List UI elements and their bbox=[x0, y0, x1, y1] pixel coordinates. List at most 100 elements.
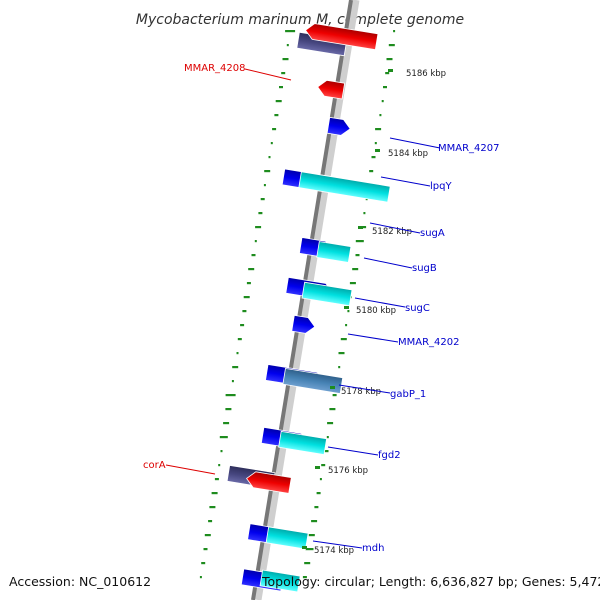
gene-label-mmar-4207[interactable]: MMAR_4207 bbox=[438, 143, 500, 154]
gc-tick bbox=[326, 436, 329, 439]
gc-tick bbox=[327, 422, 334, 425]
gc-tick bbox=[379, 114, 382, 117]
gc-tick bbox=[243, 296, 250, 299]
gc-tick bbox=[263, 184, 266, 187]
label-leader bbox=[389, 137, 441, 149]
gc-tick bbox=[282, 58, 289, 61]
ruler-label: 5184 kbp bbox=[388, 149, 428, 159]
cds-arrow[interactable] bbox=[316, 241, 352, 263]
gene-label-mmar-4202[interactable]: MMAR_4202 bbox=[398, 337, 460, 348]
gc-tick bbox=[218, 464, 221, 467]
ruler-label: 5186 kbp bbox=[406, 69, 446, 79]
gene-label-gabp-1[interactable]: gabP_1 bbox=[390, 389, 426, 400]
gc-tick bbox=[286, 44, 289, 47]
gene-label-suga[interactable]: sugA bbox=[420, 228, 445, 239]
gc-tick bbox=[240, 324, 245, 327]
ruler-tick bbox=[358, 226, 363, 229]
gc-skew-track bbox=[199, 30, 296, 579]
gc-tick bbox=[203, 548, 208, 551]
gc-tick bbox=[375, 128, 382, 131]
gc-tick bbox=[232, 366, 239, 369]
gene-label-mdh[interactable]: mdh bbox=[362, 543, 384, 554]
gc-tick bbox=[246, 282, 251, 285]
cds-arrow[interactable] bbox=[245, 471, 292, 494]
gc-tick bbox=[272, 128, 277, 131]
gc-tick bbox=[322, 450, 329, 453]
cds-arrow[interactable] bbox=[259, 569, 301, 593]
gene-label-cora[interactable]: corA bbox=[143, 460, 166, 471]
cds-arrow[interactable] bbox=[326, 116, 351, 136]
gc-tick bbox=[386, 58, 393, 61]
backbone-shadow bbox=[254, 0, 360, 600]
label-leader bbox=[312, 540, 363, 549]
gc-tick bbox=[251, 254, 256, 257]
label-leader bbox=[363, 257, 413, 269]
gc-tick bbox=[355, 254, 360, 257]
gc-tick bbox=[369, 170, 374, 173]
cds-arrow[interactable] bbox=[291, 314, 316, 334]
gc-tick bbox=[363, 212, 366, 215]
gc-tick bbox=[225, 408, 232, 411]
gc-tick bbox=[201, 562, 206, 565]
gc-tick bbox=[314, 506, 319, 509]
ruler-label: 5180 kbp bbox=[356, 306, 396, 316]
ruler-label: 5182 kbp bbox=[372, 227, 412, 237]
gc-tick bbox=[258, 212, 263, 215]
ruler-tick bbox=[344, 306, 349, 309]
gc-tick bbox=[279, 86, 283, 89]
label-leader bbox=[369, 222, 421, 234]
gc-tick bbox=[199, 576, 202, 579]
gc-tick bbox=[214, 478, 219, 481]
ruler-tick bbox=[375, 149, 380, 152]
gc-tick bbox=[304, 562, 311, 565]
gene-label-sugc[interactable]: sugC bbox=[405, 303, 430, 314]
cds-arrow[interactable] bbox=[298, 171, 391, 203]
gc-tick bbox=[204, 534, 211, 537]
cds-arrow[interactable] bbox=[278, 430, 328, 456]
cds-arrow[interactable] bbox=[301, 281, 353, 307]
cds-arrow[interactable] bbox=[282, 367, 344, 395]
map-title: Mycobacterium marinum M, complete genome bbox=[136, 12, 464, 28]
gene-labels: MMAR_4208 MMAR_4207 lpqY sugA sugB sugC … bbox=[143, 63, 500, 554]
backbone bbox=[251, 0, 360, 600]
gc-tick bbox=[355, 240, 364, 243]
gc-tick bbox=[305, 548, 314, 551]
label-leader bbox=[327, 446, 379, 456]
gc-tick bbox=[371, 156, 376, 159]
gene-label-sugb[interactable]: sugB bbox=[412, 263, 437, 274]
gene-label-fgd2[interactable]: fgd2 bbox=[378, 450, 401, 461]
gc-tick bbox=[329, 408, 336, 411]
gc-tick bbox=[349, 282, 356, 285]
ruler-tick bbox=[388, 69, 393, 72]
gc-tick bbox=[319, 478, 322, 481]
cds-arrow[interactable] bbox=[304, 22, 379, 51]
gc-tick bbox=[281, 72, 286, 75]
gc-tick bbox=[270, 142, 273, 145]
gene-label-mmar-4208[interactable]: MMAR_4208 bbox=[184, 63, 246, 74]
gc-tick bbox=[316, 492, 321, 495]
ruler-label: 5174 kbp bbox=[314, 546, 354, 556]
gc-tick bbox=[274, 114, 279, 117]
label-leader bbox=[354, 297, 406, 308]
cds-arrow[interactable] bbox=[316, 79, 346, 100]
cds-arrow[interactable] bbox=[265, 526, 309, 550]
gc-tick bbox=[223, 422, 230, 425]
gc-tick bbox=[338, 352, 345, 355]
gc-tick bbox=[211, 492, 218, 495]
gc-tick bbox=[345, 324, 348, 327]
gene-label-lpqy[interactable]: lpqY bbox=[430, 181, 452, 192]
gc-tick bbox=[237, 338, 242, 341]
gc-tick bbox=[268, 156, 271, 159]
gc-tick bbox=[332, 394, 337, 397]
gc-tick bbox=[254, 240, 257, 243]
gc-tick bbox=[385, 72, 390, 75]
ruler-ticks: 5186 kbp 5184 kbp 5182 kbp 5180 kbp 5178… bbox=[302, 69, 446, 556]
gc-tick bbox=[264, 170, 271, 173]
gc-tick bbox=[338, 366, 341, 369]
topology-text: Topology: circular; Length: 6,636,827 bp… bbox=[261, 574, 600, 589]
gc-tick bbox=[225, 394, 236, 397]
gc-content-track bbox=[302, 30, 396, 579]
gc-tick bbox=[347, 310, 350, 313]
label-leader bbox=[347, 333, 399, 343]
